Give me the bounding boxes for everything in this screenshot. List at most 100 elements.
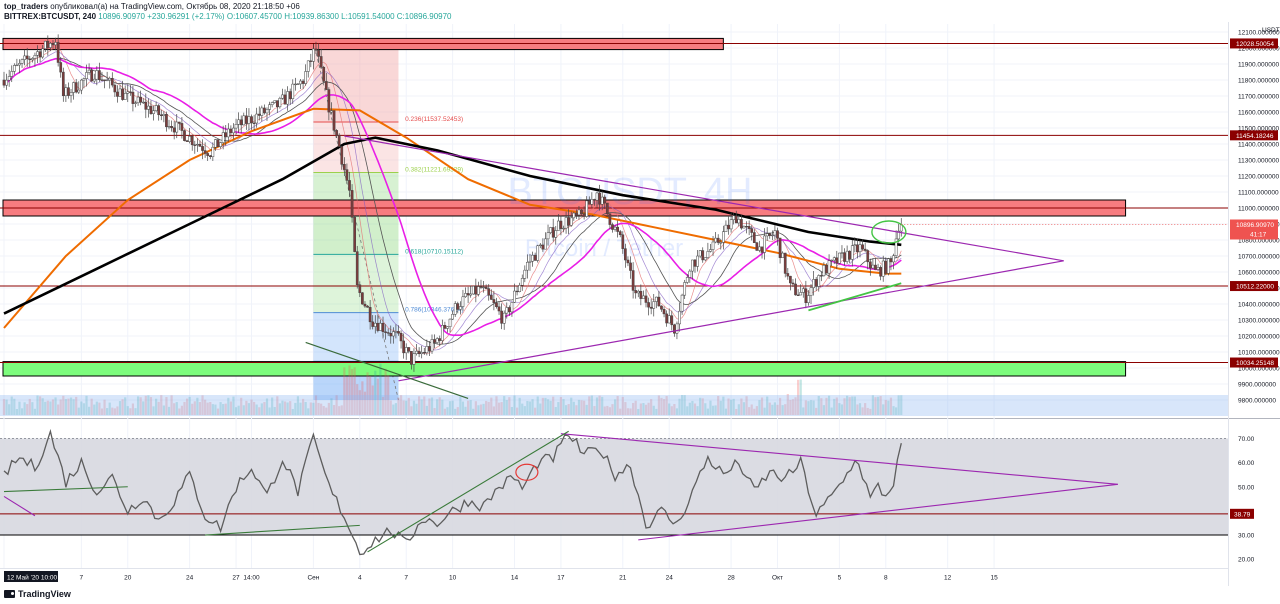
candle-body[interactable] (41, 48, 45, 58)
candle-body[interactable] (7, 76, 11, 81)
candle-body[interactable] (848, 250, 852, 260)
candle-body[interactable] (175, 121, 179, 133)
rsi-uptrend-line[interactable] (367, 430, 569, 553)
candle-body[interactable] (342, 164, 346, 170)
candle-body[interactable] (649, 306, 653, 309)
candle-body[interactable] (863, 248, 867, 251)
candle-body[interactable] (706, 251, 710, 258)
candle-body[interactable] (479, 286, 483, 288)
candle-body[interactable] (644, 295, 648, 303)
candle-body[interactable] (773, 230, 777, 236)
candle-body[interactable] (688, 270, 692, 278)
rsi-triangle-lower-line[interactable] (638, 483, 1118, 541)
candle-body[interactable] (600, 196, 604, 205)
candle-body[interactable] (471, 285, 475, 295)
breakout-circle[interactable] (871, 220, 907, 244)
candle-body[interactable] (134, 102, 137, 104)
candle-body[interactable] (165, 114, 168, 128)
candle-body[interactable] (448, 318, 452, 327)
candle-body[interactable] (647, 302, 650, 308)
candle-body[interactable] (670, 315, 674, 326)
support-zone[interactable] (2, 361, 1127, 377)
level-price-tag[interactable] (1230, 38, 1278, 49)
candle-body[interactable] (43, 40, 47, 50)
candle-body[interactable] (572, 212, 576, 219)
candle-body[interactable] (270, 102, 274, 105)
candle-body[interactable] (799, 292, 803, 296)
candle-body[interactable] (783, 252, 787, 274)
candle-body[interactable] (281, 94, 284, 99)
candle-body[interactable] (838, 252, 841, 264)
candle-body[interactable] (247, 116, 251, 124)
candle-body[interactable] (183, 130, 186, 141)
candle-body[interactable] (198, 143, 202, 147)
candle-body[interactable] (206, 153, 210, 156)
candle-body[interactable] (796, 294, 800, 296)
candle-body[interactable] (113, 84, 117, 93)
candle-body[interactable] (569, 217, 573, 226)
candle-body[interactable] (770, 234, 774, 237)
candle-body[interactable] (515, 290, 519, 293)
candle-body[interactable] (559, 220, 563, 229)
candle-body[interactable] (791, 282, 795, 285)
candle-body[interactable] (394, 331, 398, 333)
candle-body[interactable] (386, 332, 390, 334)
candle-body[interactable] (324, 81, 328, 90)
candle-body[interactable] (353, 217, 357, 252)
candle-body[interactable] (577, 209, 581, 216)
candle-body[interactable] (616, 226, 619, 232)
candle-body[interactable] (257, 113, 261, 116)
candle-body[interactable] (634, 290, 638, 294)
candle-body[interactable] (884, 260, 888, 274)
candle-body[interactable] (832, 257, 836, 261)
rsi-triangle-upper-line[interactable] (560, 433, 1118, 485)
ema200-line[interactable] (3, 136, 902, 315)
candle-body[interactable] (312, 48, 315, 62)
ema-fast-line[interactable] (3, 46, 902, 354)
candle-body[interactable] (144, 101, 148, 110)
candle-body[interactable] (789, 275, 792, 284)
candle-body[interactable] (384, 331, 387, 333)
candle-body[interactable] (219, 142, 222, 147)
candle-body[interactable] (843, 252, 846, 262)
candle-body[interactable] (335, 130, 338, 136)
candle-body[interactable] (683, 282, 687, 296)
candle-body[interactable] (77, 89, 81, 93)
candle-body[interactable] (850, 245, 854, 260)
candle-body[interactable] (193, 144, 197, 146)
candle-body[interactable] (154, 105, 158, 111)
candle-body[interactable] (626, 259, 630, 264)
candle-body[interactable] (417, 350, 421, 355)
candle-body[interactable] (464, 293, 467, 298)
candle-body[interactable] (80, 79, 83, 91)
candle-body[interactable] (722, 231, 725, 243)
candle-body[interactable] (827, 260, 831, 274)
ma-magenta-line[interactable] (3, 57, 902, 336)
candle-body[interactable] (768, 233, 772, 236)
candle-body[interactable] (234, 124, 238, 129)
rsi-indicator[interactable] (0, 428, 1228, 556)
candle-body[interactable] (466, 293, 470, 296)
candle-body[interactable] (889, 258, 893, 263)
candle-body[interactable] (304, 71, 308, 84)
candle-body[interactable] (554, 230, 558, 238)
candle-body[interactable] (260, 107, 264, 116)
candle-body[interactable] (306, 60, 310, 72)
candle-body[interactable] (505, 307, 509, 314)
candle-body[interactable] (685, 277, 689, 283)
candle-body[interactable] (391, 331, 395, 337)
candle-body[interactable] (794, 283, 797, 296)
candle-body[interactable] (652, 301, 656, 309)
candle-body[interactable] (642, 295, 645, 299)
candle-body[interactable] (389, 333, 393, 337)
level-price-tag[interactable] (1230, 357, 1278, 368)
candle-body[interactable] (131, 91, 135, 104)
candle-body[interactable] (188, 136, 191, 142)
candle-body[interactable] (141, 101, 145, 104)
candle-body[interactable] (371, 321, 375, 327)
candle-body[interactable] (355, 251, 359, 285)
candle-body[interactable] (407, 347, 411, 352)
candle-body[interactable] (224, 132, 228, 138)
candle-body[interactable] (229, 128, 233, 134)
candle-body[interactable] (745, 225, 748, 228)
